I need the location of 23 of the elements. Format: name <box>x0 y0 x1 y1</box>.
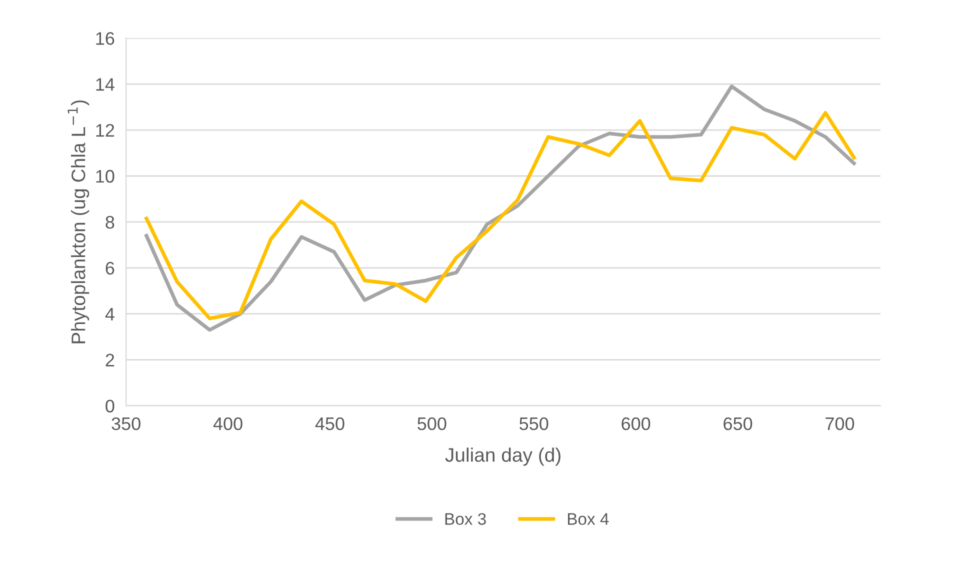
y-tick-label: 4 <box>105 308 114 320</box>
y-tick-label: 10 <box>96 170 114 183</box>
x-tick-label: 450 <box>315 417 344 430</box>
y-tick-label: 14 <box>96 78 114 91</box>
x-tick-label: 350 <box>112 417 140 430</box>
x-tick-label: 700 <box>826 417 854 430</box>
x-tick-label: 650 <box>724 417 752 430</box>
x-tick-label: 550 <box>520 417 548 430</box>
legend-label: Box 3 <box>445 513 486 525</box>
x-tick-label: 400 <box>213 417 242 430</box>
y-tick-label: 6 <box>106 262 114 275</box>
y-tick-label: 0 <box>106 400 114 412</box>
y-tick-label: 16 <box>96 32 114 45</box>
legend-label: Box 4 <box>568 513 609 525</box>
line-series <box>144 84 856 332</box>
x-axis-title: Julian day (d) <box>445 448 560 466</box>
y-tick-label: 12 <box>96 124 114 137</box>
x-tick-label: 600 <box>622 417 650 430</box>
y-axis-title: Phytoplankton (ug Chla L$^{−1}$) <box>68 100 90 344</box>
x-tick-label: 500 <box>418 417 446 430</box>
y-tick-label: 2 <box>106 354 114 366</box>
line-series <box>144 111 856 320</box>
y-tick-label: 8 <box>106 216 114 229</box>
